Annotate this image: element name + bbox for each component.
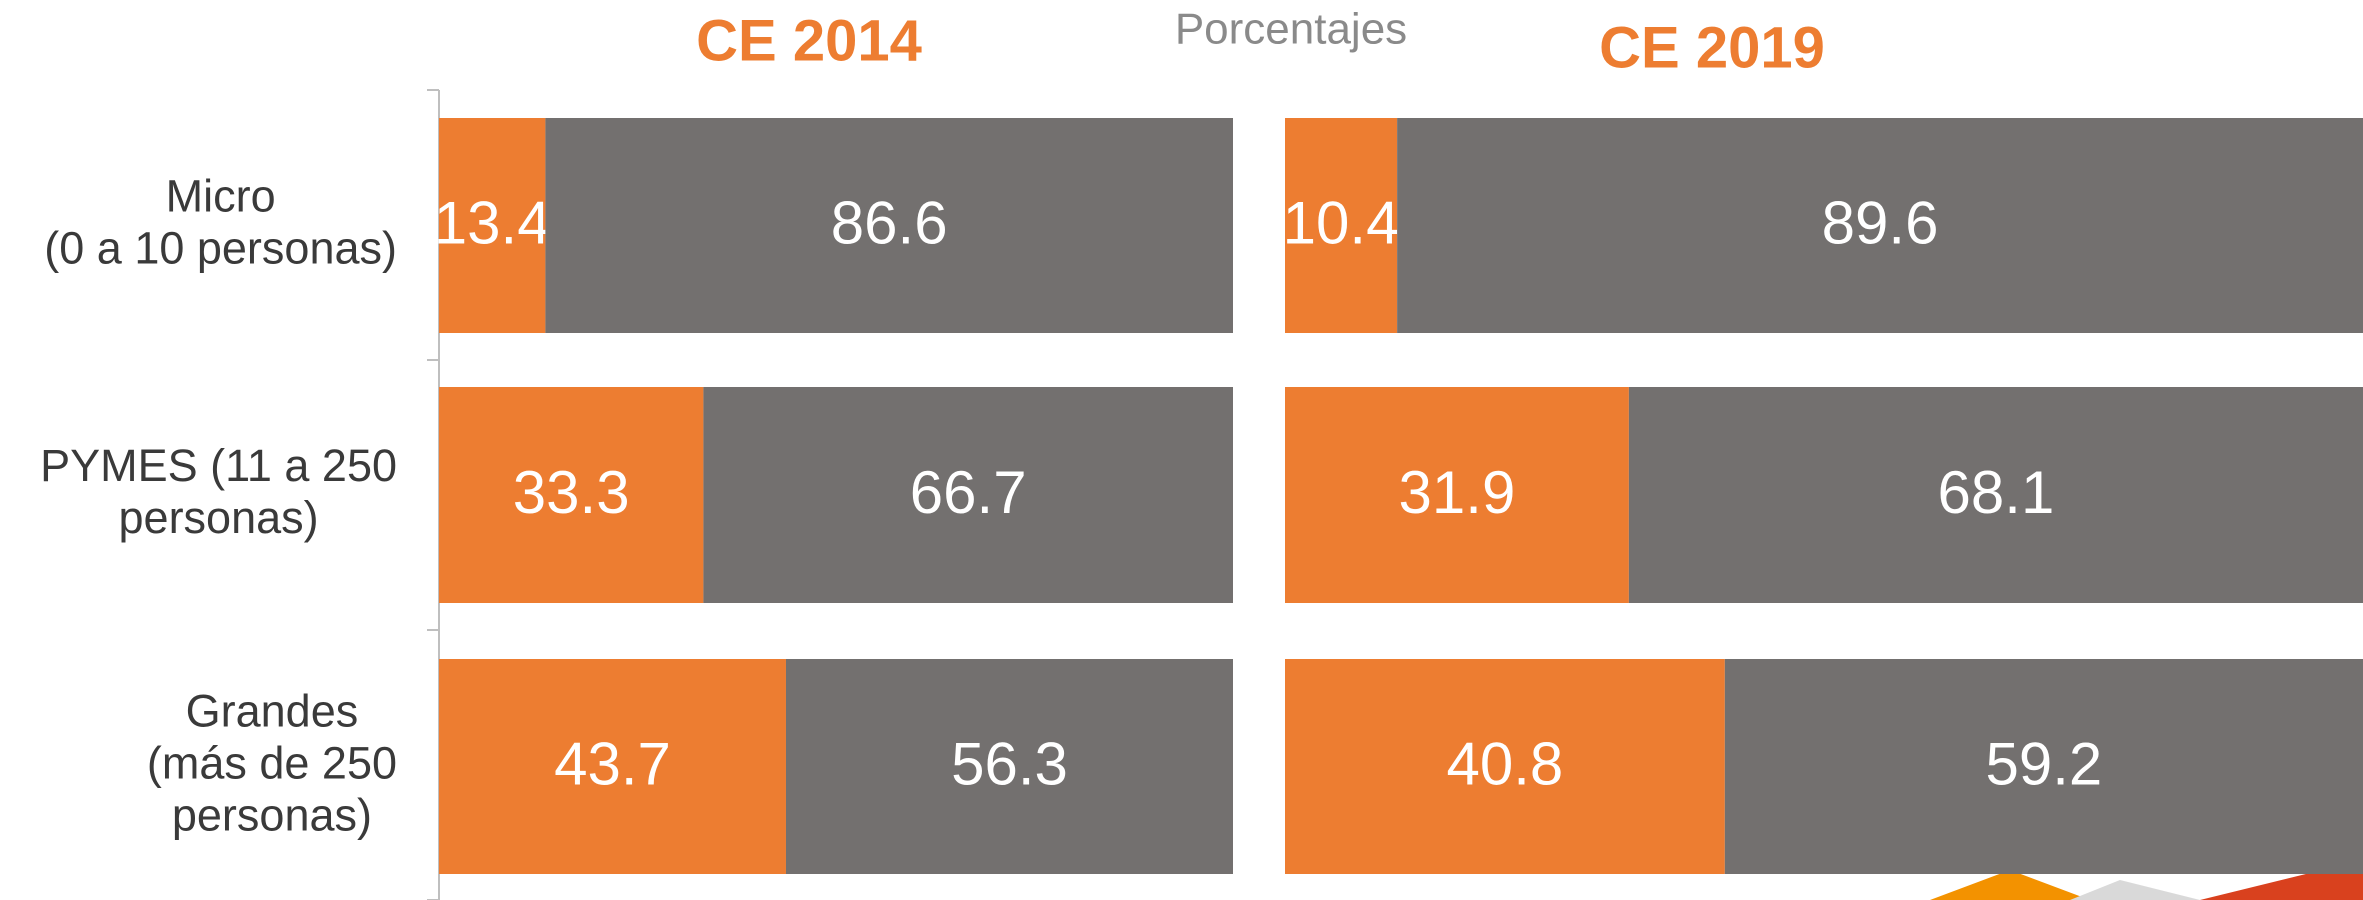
- value-label: 66.7: [910, 459, 1027, 526]
- value-label: 86.6: [831, 189, 948, 256]
- value-label: 89.6: [1822, 189, 1939, 256]
- chart: Porcentajes CE 2014 13.4 86.6 Micro(0 a 10 …: [0, 0, 2363, 900]
- value-label: 56.3: [951, 730, 1068, 797]
- chart-title: Porcentajes: [1175, 5, 1407, 54]
- y-tick-label: PYMES (11 a 250: [40, 440, 397, 491]
- y-tick-label: (0 a 10 personas): [44, 222, 397, 273]
- value-label: 31.9: [1399, 459, 1516, 526]
- category-label: Micro(0 a 10 personas): [44, 170, 397, 273]
- value-label: 40.8: [1447, 730, 1564, 797]
- y-tick-label: (más de 250: [147, 737, 397, 788]
- value-label: 43.7: [554, 730, 671, 797]
- value-label: 13.4: [434, 189, 551, 256]
- decoration: [2070, 880, 2200, 900]
- y-tick-label: Micro: [166, 170, 276, 221]
- decoration: [1930, 870, 2090, 900]
- value-label: 59.2: [1986, 730, 2103, 797]
- y-tick-label: personas): [119, 492, 319, 543]
- value-label: 68.1: [1938, 459, 2055, 526]
- panel-title: CE 2019: [1599, 15, 1825, 80]
- value-label: 10.4: [1283, 189, 1400, 256]
- value-label: 33.3: [513, 459, 630, 526]
- y-tick-label: personas): [172, 789, 372, 840]
- y-tick-label: Grandes: [186, 685, 359, 736]
- panel-title: CE 2014: [696, 8, 922, 73]
